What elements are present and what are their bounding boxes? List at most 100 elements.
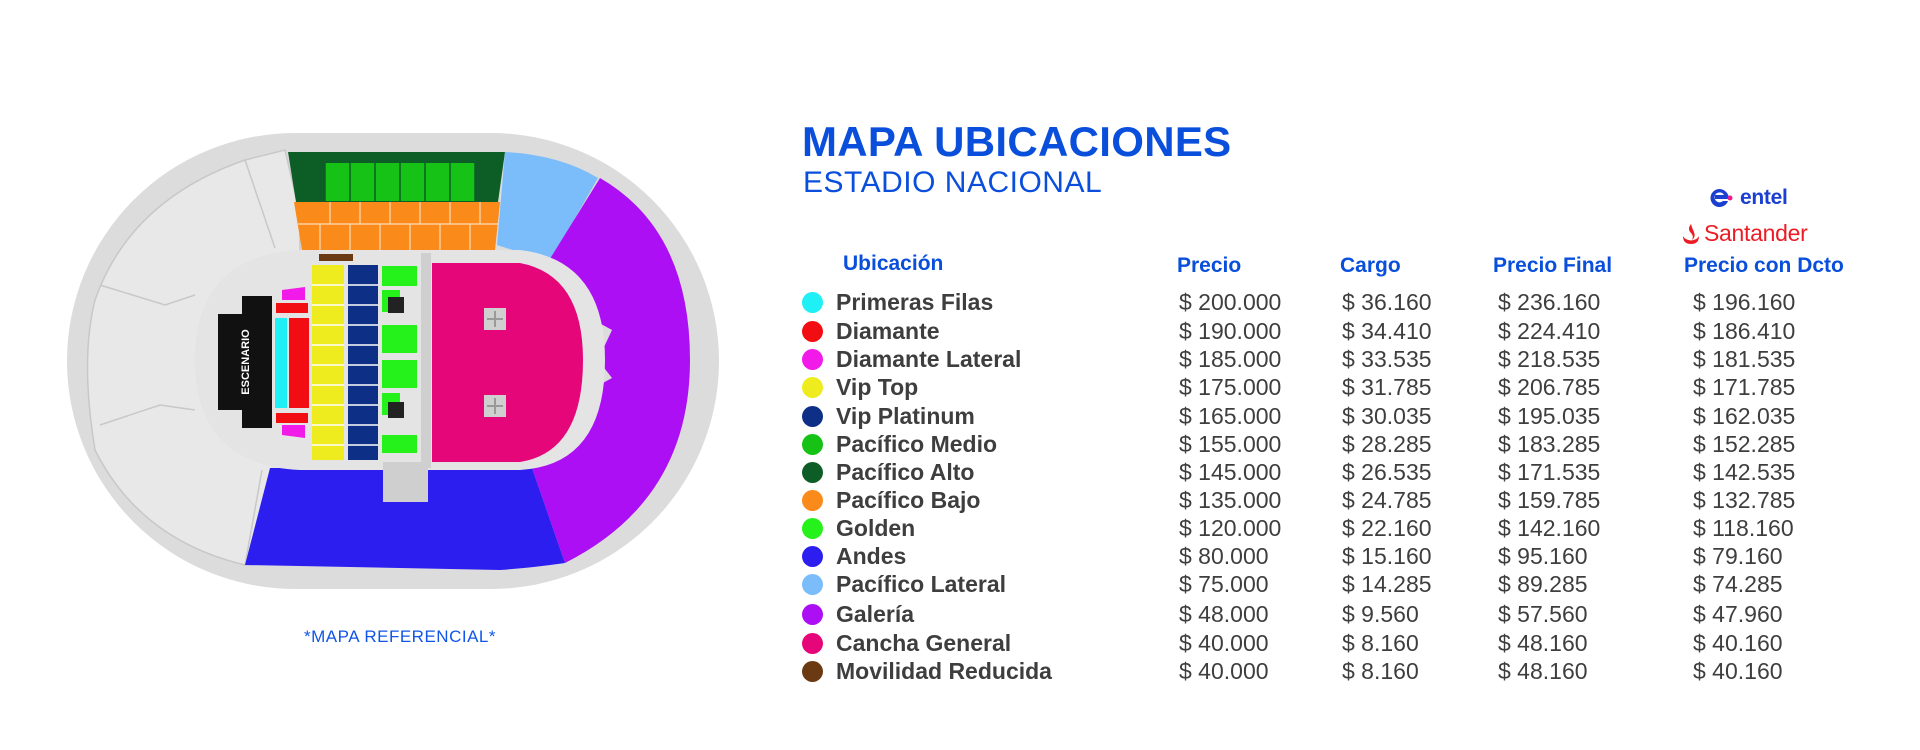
charge-value: $ 30.035	[1342, 403, 1432, 429]
final-price-value: $ 224.410	[1498, 318, 1601, 344]
table-row: Vip Platinum $ 165.000 $ 30.035 $ 195.035 $ …	[802, 402, 1882, 430]
section-color-dot	[802, 462, 823, 483]
charge-value: $ 24.785	[1342, 487, 1432, 513]
santander-wordmark: Santander	[1704, 220, 1808, 246]
walkway	[421, 253, 431, 468]
walkway	[383, 462, 428, 502]
stand-divider	[244, 159, 276, 249]
charge-value: $ 36.160	[1342, 289, 1432, 315]
table-row: Pacífico Bajo $ 135.000 $ 24.785 $ 159.785 $…	[802, 486, 1882, 514]
section-name: Cancha General	[836, 630, 1012, 656]
section-name: Primeras Filas	[836, 289, 994, 315]
price-value: $ 80.000	[1179, 543, 1269, 569]
section-name: Pacífico Bajo	[836, 487, 981, 513]
discount-price-value: $ 47.960	[1693, 601, 1783, 627]
final-price-value: $ 195.035	[1498, 403, 1601, 429]
discount-price-value: $ 162.035	[1693, 403, 1796, 429]
section-name: Galería	[836, 601, 914, 627]
section-diamante-left	[276, 413, 308, 423]
entel-wordmark: entel	[1740, 186, 1788, 209]
section-color-dot	[802, 546, 823, 567]
table-row: Golden $ 120.000 $ 22.160 $ 142.160 $ 118.16…	[802, 514, 1882, 542]
column-header-precio: Precio	[1177, 254, 1242, 277]
table-row: Diamante Lateral $ 185.000 $ 33.535 $ 218.5…	[802, 345, 1882, 373]
charge-value: $ 14.285	[1342, 571, 1432, 597]
final-price-value: $ 218.535	[1498, 346, 1601, 372]
final-price-value: $ 183.285	[1498, 431, 1601, 457]
charge-value: $ 31.785	[1342, 374, 1432, 400]
discount-price-value: $ 40.160	[1693, 630, 1783, 656]
discount-price-value: $ 142.535	[1693, 459, 1796, 485]
final-price-value: $ 57.560	[1498, 601, 1588, 627]
charge-value: $ 33.535	[1342, 346, 1432, 372]
table-row: Cancha General $ 40.000 $ 8.160 $ 48.160 $ 4…	[802, 629, 1882, 657]
section-movilidad-reducida	[319, 254, 353, 261]
price-value: $ 185.000	[1179, 346, 1282, 372]
section-name: Pacífico Lateral	[836, 571, 1007, 597]
column-header-precio-final: Precio Final	[1493, 254, 1613, 277]
section-diamante	[289, 318, 309, 408]
price-value: $ 40.000	[1179, 630, 1269, 656]
section-color-dot	[802, 292, 823, 313]
discount-price-value: $ 79.160	[1693, 543, 1783, 569]
charge-value: $ 9.560	[1342, 601, 1419, 627]
charge-value: $ 26.535	[1342, 459, 1432, 485]
stand-divider	[99, 284, 196, 306]
section-andes	[245, 468, 565, 570]
stadium-map-graphic: ESCENARIO	[67, 133, 719, 589]
table-row: Pacífico Alto $ 145.000 $ 26.535 $ 171.535 $…	[802, 458, 1882, 486]
table-row: Pacífico Medio $ 155.000 $ 28.285 $ 183.285…	[802, 430, 1882, 458]
charge-value: $ 8.160	[1342, 658, 1419, 684]
table-row: Pacífico Lateral $ 75.000 $ 14.285 $ 89.285…	[802, 570, 1882, 598]
price-value: $ 200.000	[1179, 289, 1282, 315]
section-name: Movilidad Reducida	[836, 658, 1052, 684]
discount-price-value: $ 152.285	[1693, 431, 1796, 457]
column-header-ubicacion: Ubicación	[843, 252, 944, 275]
section-name: Diamante	[836, 318, 940, 344]
price-value: $ 120.000	[1179, 515, 1282, 541]
final-price-value: $ 89.285	[1498, 571, 1588, 597]
section-pacifico-bajo	[294, 202, 500, 250]
page-title: MAPA UBICACIONES	[802, 118, 1232, 165]
section-name: Pacífico Alto	[836, 459, 975, 485]
final-price-value: $ 171.535	[1498, 459, 1601, 485]
discount-price-value: $ 132.785	[1693, 487, 1796, 513]
final-price-value: $ 142.160	[1498, 515, 1601, 541]
section-color-dot	[802, 490, 823, 511]
stage	[242, 296, 272, 428]
tower-cross	[487, 398, 503, 414]
discount-price-value: $ 118.160	[1693, 515, 1794, 541]
column-header-cargo: Cargo	[1340, 254, 1401, 277]
section-diamante-lateral	[282, 287, 305, 300]
table-row: Vip Top $ 175.000 $ 31.785 $ 206.785 $ 171.7…	[802, 373, 1882, 401]
section-color-dot	[802, 633, 823, 654]
section-color-dot	[802, 518, 823, 539]
final-price-value: $ 236.160	[1498, 289, 1601, 315]
section-color-dot	[802, 349, 823, 370]
stand-divider	[244, 469, 263, 566]
table-row: Andes $ 80.000 $ 15.160 $ 95.160 $ 79.160	[802, 542, 1882, 570]
discount-price-value: $ 40.160	[1693, 658, 1783, 684]
discount-price-value: $ 171.785	[1693, 374, 1796, 400]
price-value: $ 165.000	[1179, 403, 1282, 429]
section-color-dot	[802, 604, 823, 625]
final-price-value: $ 159.785	[1498, 487, 1601, 513]
price-value: $ 40.000	[1179, 658, 1269, 684]
charge-value: $ 22.160	[1342, 515, 1432, 541]
table-row: Movilidad Reducida $ 40.000 $ 8.160 $ 48.16…	[802, 657, 1882, 685]
charge-value: $ 28.285	[1342, 431, 1432, 457]
table-row: Galería $ 48.000 $ 9.560 $ 57.560 $ 47.960	[802, 600, 1882, 628]
entel-logo: entel	[1706, 186, 1788, 210]
section-color-dot	[802, 434, 823, 455]
column-header-precio-dcto: Precio con Dcto	[1684, 254, 1844, 277]
price-value: $ 135.000	[1179, 487, 1282, 513]
section-name: Diamante Lateral	[836, 346, 1022, 372]
section-primeras-filas	[275, 318, 287, 408]
tower-cross	[487, 311, 503, 327]
mixer-tower	[388, 297, 404, 313]
discount-price-value: $ 186.410	[1693, 318, 1796, 344]
charge-value: $ 34.410	[1342, 318, 1432, 344]
section-diamante-lateral	[282, 425, 305, 438]
table-row: Diamante $ 190.000 $ 34.410 $ 224.410 $ 186.…	[802, 317, 1882, 345]
final-price-value: $ 48.160	[1498, 658, 1588, 684]
